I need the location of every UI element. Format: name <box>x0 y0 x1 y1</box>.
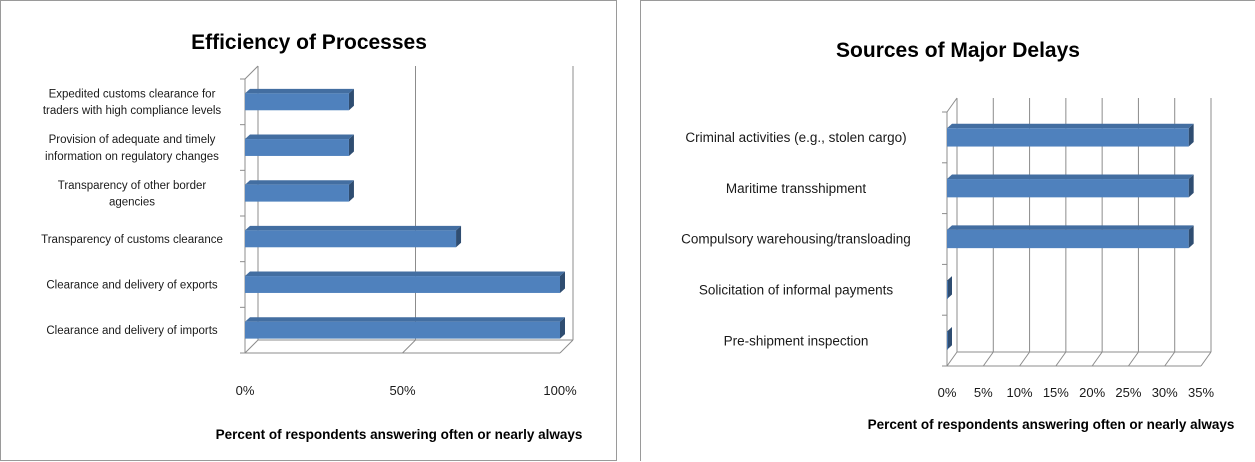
category-label: Clearance and delivery of imports <box>46 325 218 337</box>
category-label: Transparency of other border agencies <box>58 180 207 209</box>
floor-gridline <box>1019 351 1030 367</box>
category-label-line: Provision of adequate and timely <box>49 134 216 146</box>
chart-sources-of-major-delays: Sources of Major Delays Pre-shipment insp… <box>640 0 1255 461</box>
x-tick-label: 0% <box>938 385 957 400</box>
chart-title: Sources of Major Delays <box>836 39 1080 62</box>
bar-top-face <box>947 174 1194 180</box>
bar-side-face <box>947 326 952 350</box>
x-tick-label: 0% <box>236 383 255 398</box>
category-label-line: Transparency of other border <box>58 180 207 192</box>
x-tick-label: 30% <box>1152 385 1178 400</box>
category-label: Provision of adequate and timely informat… <box>45 134 219 163</box>
category-label: Criminal activities (e.g., stolen cargo) <box>685 130 906 145</box>
floor-gridline <box>1128 351 1139 367</box>
delays-chart-svg: Sources of Major Delays Pre-shipment insp… <box>681 39 1235 432</box>
x-tick-label: 50% <box>389 383 415 398</box>
bar-side-face <box>1188 225 1194 249</box>
bar-5 <box>947 128 1189 147</box>
floor-gridline <box>946 351 958 367</box>
category-label-line: Criminal activities (e.g., stolen cargo) <box>685 130 906 145</box>
category-label: Compulsory warehousing/transloading <box>681 232 911 247</box>
category-label-line: agencies <box>109 197 155 209</box>
bar-top-face <box>245 225 462 231</box>
x-tick-label: 25% <box>1115 385 1141 400</box>
bar-side-face <box>1188 174 1194 198</box>
category-label-line: information on regulatory changes <box>45 151 219 163</box>
floor-gridline <box>1055 351 1067 367</box>
category-label: Transparency of customs clearance <box>41 234 223 246</box>
bar-side-face <box>348 134 354 156</box>
side-wall-top <box>244 65 259 80</box>
x-axis-title: Percent of respondents answering often o… <box>868 417 1235 432</box>
bar-side-face <box>947 276 952 299</box>
bar-side-face <box>560 271 565 293</box>
category-label: Expedited customs clearance for traders w… <box>43 89 222 118</box>
side-wall-top <box>946 97 958 113</box>
bar-top-face <box>245 88 354 94</box>
bar-top-face <box>245 317 565 322</box>
category-label-line: Expedited customs clearance for <box>49 89 216 101</box>
x-tick-label: 35% <box>1188 385 1214 400</box>
bar-1 <box>245 321 560 339</box>
category-label-line: Maritime transshipment <box>726 181 867 196</box>
bar-3 <box>947 229 1189 249</box>
category-label: Maritime transshipment <box>726 181 867 196</box>
x-axis-title: Percent of respondents answering often o… <box>216 427 583 442</box>
bar-side-face <box>560 317 565 339</box>
category-label: Solicitation of informal payments <box>699 283 894 298</box>
floor-gridline <box>244 339 259 354</box>
floor-gridline <box>559 339 574 354</box>
x-tick-label: 20% <box>1079 385 1105 400</box>
bar-side-face <box>348 180 354 202</box>
chart-efficiency-of-processes: Efficiency of Processes Clearance and del… <box>0 0 617 461</box>
x-tick-label: 15% <box>1043 385 1069 400</box>
x-tick-label: 100% <box>543 383 577 398</box>
category-label-line: Transparency of customs clearance <box>41 234 223 246</box>
floor-gridline <box>402 339 416 354</box>
bar-top-face <box>245 271 565 277</box>
category-label-line: Solicitation of informal payments <box>699 283 894 298</box>
category-label-line: Compulsory warehousing/transloading <box>681 232 911 247</box>
bar-top-face <box>245 134 354 140</box>
chart-title: Efficiency of Processes <box>191 31 427 54</box>
category-label-line: Clearance and delivery of imports <box>46 325 218 337</box>
bar-1 <box>947 331 948 350</box>
category-label: Clearance and delivery of exports <box>46 280 218 292</box>
floor-gridline <box>982 351 994 367</box>
bar-side-face <box>1188 123 1194 147</box>
bar-top-face <box>947 225 1194 230</box>
bar-side-face <box>348 88 354 111</box>
category-label-line: Pre-shipment inspection <box>724 333 869 348</box>
bar-2 <box>947 280 948 299</box>
category-label-line: traders with high compliance levels <box>43 105 222 117</box>
bar-2 <box>245 276 560 293</box>
bar-5 <box>245 139 349 156</box>
bar-3 <box>245 230 457 248</box>
efficiency-chart-svg: Efficiency of Processes Clearance and del… <box>41 31 583 442</box>
bar-4 <box>947 179 1189 198</box>
category-label: Pre-shipment inspection <box>724 333 869 348</box>
bar-top-face <box>245 180 354 185</box>
bar-6 <box>245 93 349 111</box>
x-tick-label: 10% <box>1007 385 1033 400</box>
x-tick-label: 5% <box>974 385 993 400</box>
floor-gridline <box>1164 351 1176 367</box>
bar-top-face <box>947 123 1194 129</box>
floor-gridline <box>1200 351 1212 367</box>
bar-side-face <box>456 225 462 248</box>
floor-gridline <box>1091 351 1103 367</box>
category-label-line: Clearance and delivery of exports <box>46 280 218 292</box>
bar-4 <box>245 184 349 202</box>
